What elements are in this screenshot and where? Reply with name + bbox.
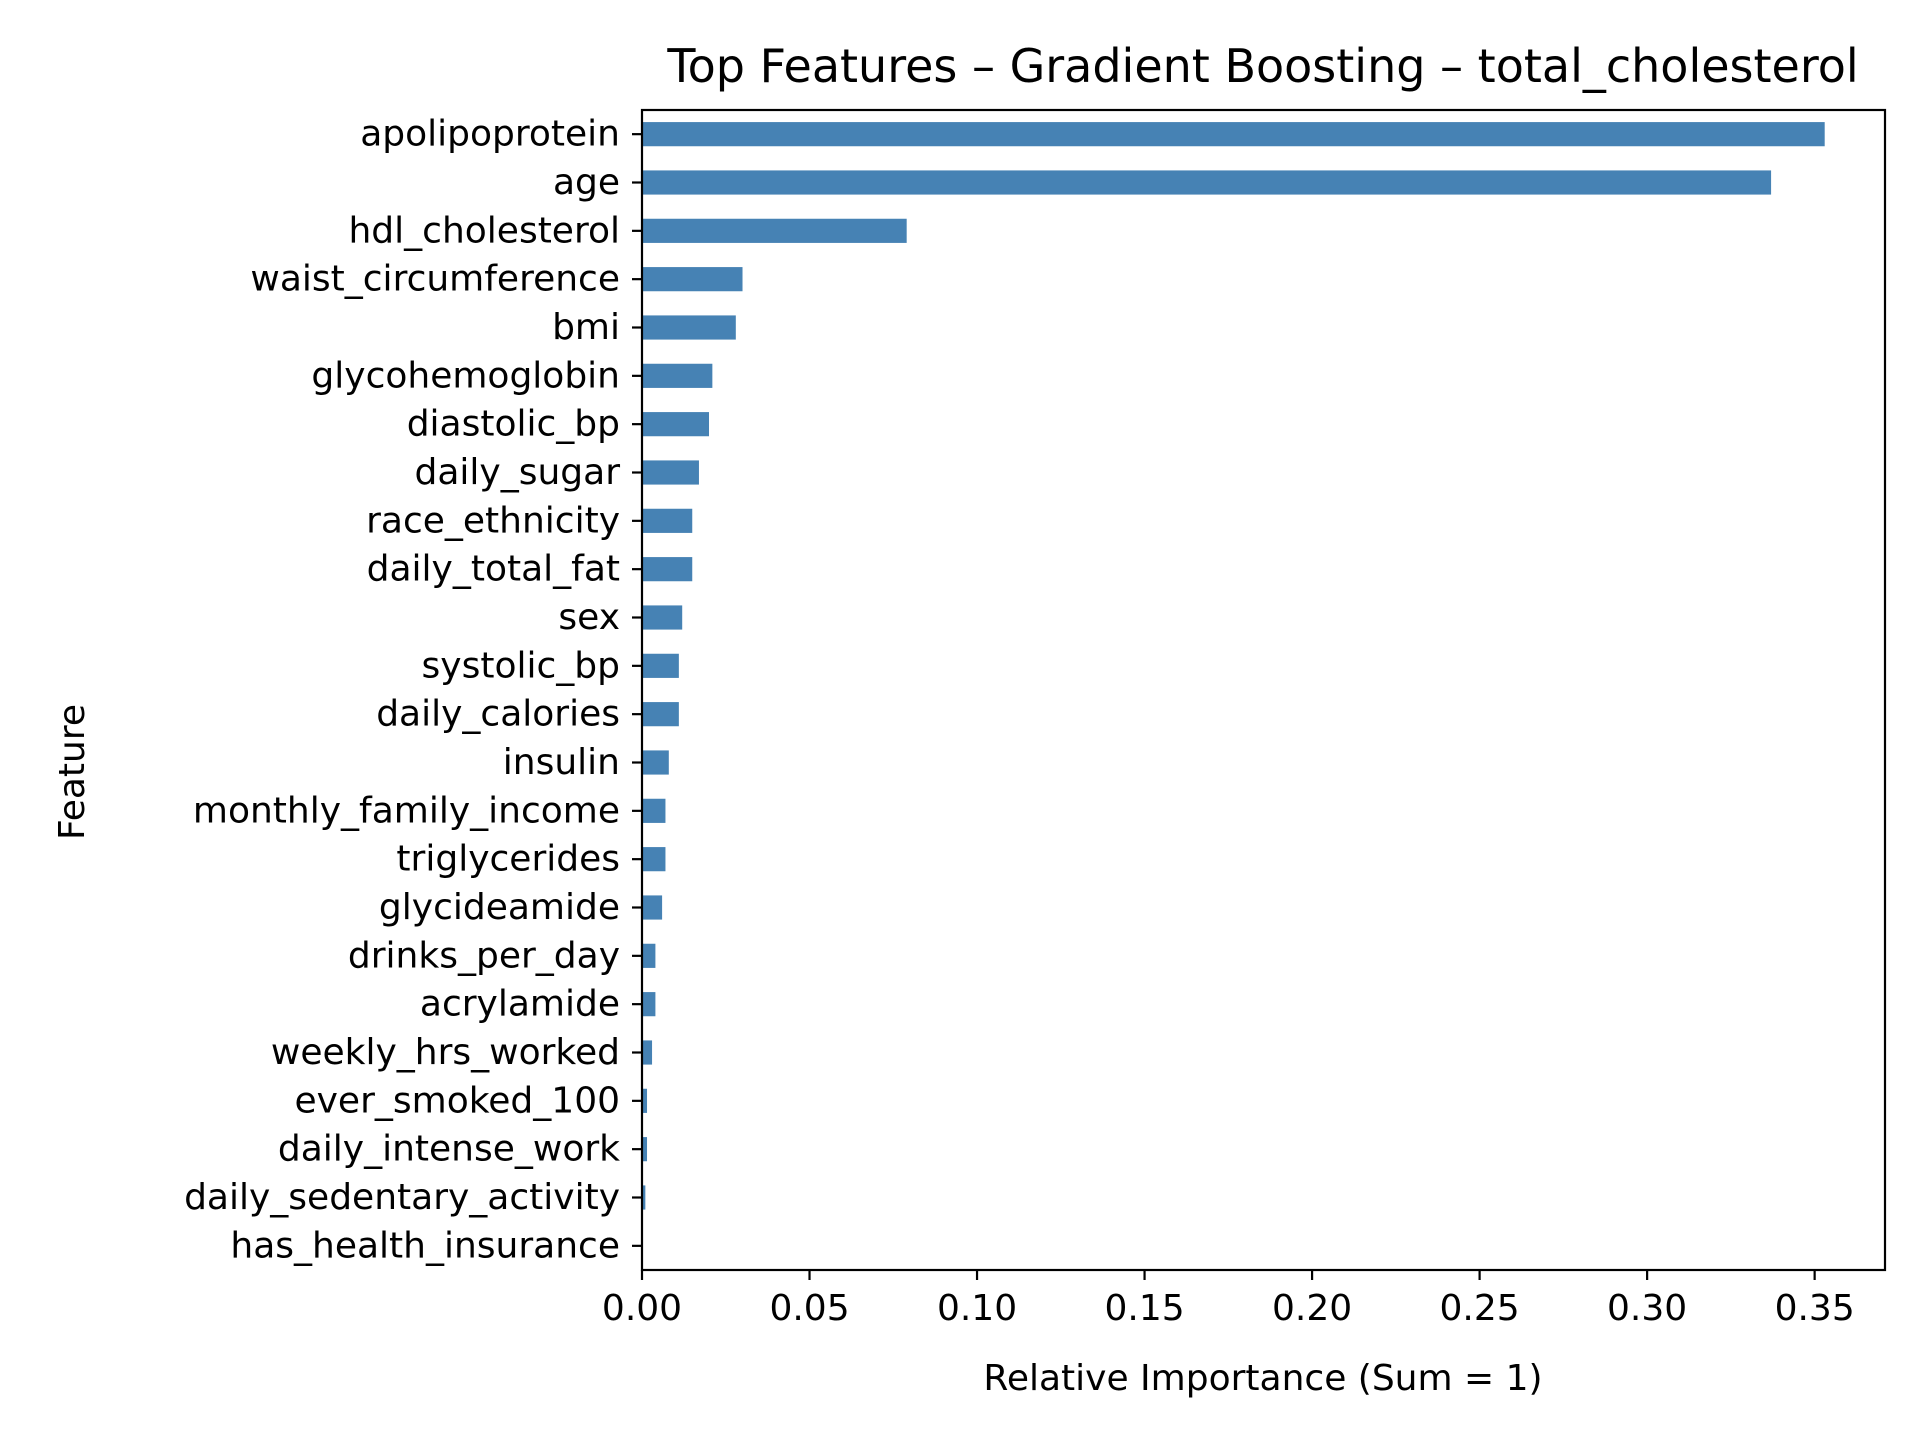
bar-systolic-bp (642, 653, 679, 678)
bar-insulin (642, 750, 669, 775)
y-tick-label: acrylamide (420, 984, 620, 1025)
y-tick-label: daily_total_fat (367, 549, 620, 590)
x-tick-label: 0.00 (602, 1288, 682, 1329)
x-tick-label: 0.10 (937, 1288, 1017, 1329)
bar-hdl-cholesterol (642, 218, 907, 243)
x-tick-label: 0.15 (1104, 1288, 1184, 1329)
y-tick-label: ever_smoked_100 (294, 1080, 620, 1121)
y-tick-label: drinks_per_day (348, 935, 620, 976)
y-tick-label: waist_circumference (250, 259, 620, 300)
bar-monthly-family-income (642, 798, 666, 823)
bar-apolipoprotein (642, 122, 1825, 147)
bar-bmi (642, 315, 736, 340)
y-tick-label: systolic_bp (422, 645, 620, 686)
bar-race-ethnicity (642, 508, 693, 533)
y-tick-label: daily_intense_work (278, 1129, 620, 1170)
bar-acrylamide (642, 992, 656, 1017)
y-tick-label: weekly_hrs_worked (271, 1032, 620, 1073)
y-tick-label: glycideamide (379, 887, 620, 928)
bar-age (642, 170, 1772, 195)
y-tick-label: diastolic_bp (407, 404, 620, 445)
y-tick-label: daily_sugar (414, 452, 620, 493)
bar-waist-circumference (642, 267, 743, 292)
y-tick-label: monthly_family_income (193, 790, 620, 831)
bar-daily-sugar (642, 460, 699, 485)
x-tick-label: 0.25 (1440, 1288, 1520, 1329)
bar-daily-total-fat (642, 557, 693, 582)
x-tick-label: 0.35 (1775, 1288, 1855, 1329)
bar-daily-intense-work (642, 1137, 648, 1162)
plot-frame (640, 108, 1887, 1272)
x-tick-label: 0.30 (1607, 1288, 1687, 1329)
y-tick-label: triglycerides (396, 839, 620, 880)
y-tick-label: daily_calories (376, 694, 620, 735)
bar-weekly-hrs-worked (642, 1040, 653, 1065)
bar-ever-smoked-100 (642, 1088, 648, 1113)
bars-layer (642, 122, 1825, 1258)
y-tick-label: apolipoprotein (360, 114, 620, 155)
y-tick-label: hdl_cholesterol (348, 210, 620, 251)
x-tick-label: 0.20 (1272, 1288, 1352, 1329)
bar-glycideamide (642, 895, 663, 920)
y-tick-label: insulin (503, 742, 620, 783)
bar-triglycerides (642, 847, 666, 872)
bar-daily-calories (642, 702, 679, 727)
bar-diastolic-bp (642, 412, 710, 437)
x-tick-label: 0.05 (769, 1288, 849, 1329)
y-tick-label: sex (558, 597, 620, 638)
bar-glycohemoglobin (642, 363, 713, 388)
bar-daily-sedentary-activity (642, 1185, 646, 1210)
y-tick-label: bmi (552, 307, 620, 348)
y-tick-label: glycohemoglobin (311, 355, 620, 396)
y-tick-label: race_ethnicity (366, 500, 620, 541)
x-axis-ticks: 0.00 0.05 0.10 0.15 0.20 0.25 0.30 0.35 (602, 1270, 1855, 1329)
bar-drinks-per-day (642, 943, 656, 968)
y-tick-label: age (553, 162, 620, 203)
chart-title: Top Features – Gradient Boosting – total… (666, 39, 1858, 93)
y-tick-label: has_health_insurance (230, 1225, 620, 1266)
y-axis-label: Feature (52, 704, 93, 840)
x-axis-label: Relative Importance (Sum = 1) (983, 1358, 1542, 1399)
bar-sex (642, 605, 683, 630)
y-axis-ticks: apolipoprotein age hdl_cholesterol waist_ci… (184, 114, 642, 1266)
y-tick-label: daily_sedentary_activity (184, 1177, 620, 1218)
